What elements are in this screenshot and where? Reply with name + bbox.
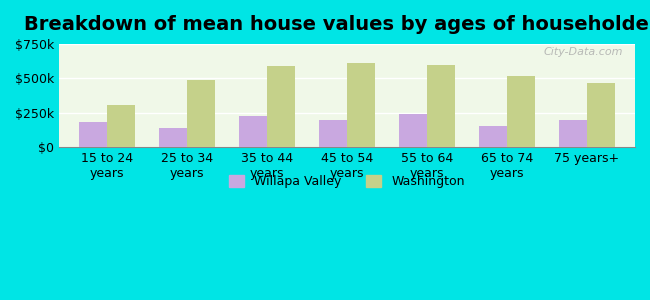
Legend: Willapa Valley, Washington: Willapa Valley, Washington — [223, 169, 471, 195]
Bar — [267, 66, 295, 147]
Bar — [79, 122, 107, 147]
Bar — [319, 120, 347, 147]
Bar — [159, 128, 187, 147]
Title: Breakdown of mean house values by ages of householders: Breakdown of mean house values by ages o… — [24, 15, 650, 34]
Bar — [107, 105, 135, 147]
Bar — [187, 80, 215, 147]
Bar — [427, 65, 455, 147]
Bar — [507, 76, 535, 147]
Bar — [347, 63, 375, 147]
Bar — [559, 120, 587, 147]
Bar — [239, 116, 267, 147]
Text: City-Data.com: City-Data.com — [544, 47, 623, 57]
Bar — [587, 83, 615, 147]
Bar — [399, 114, 427, 147]
Bar — [479, 127, 507, 147]
